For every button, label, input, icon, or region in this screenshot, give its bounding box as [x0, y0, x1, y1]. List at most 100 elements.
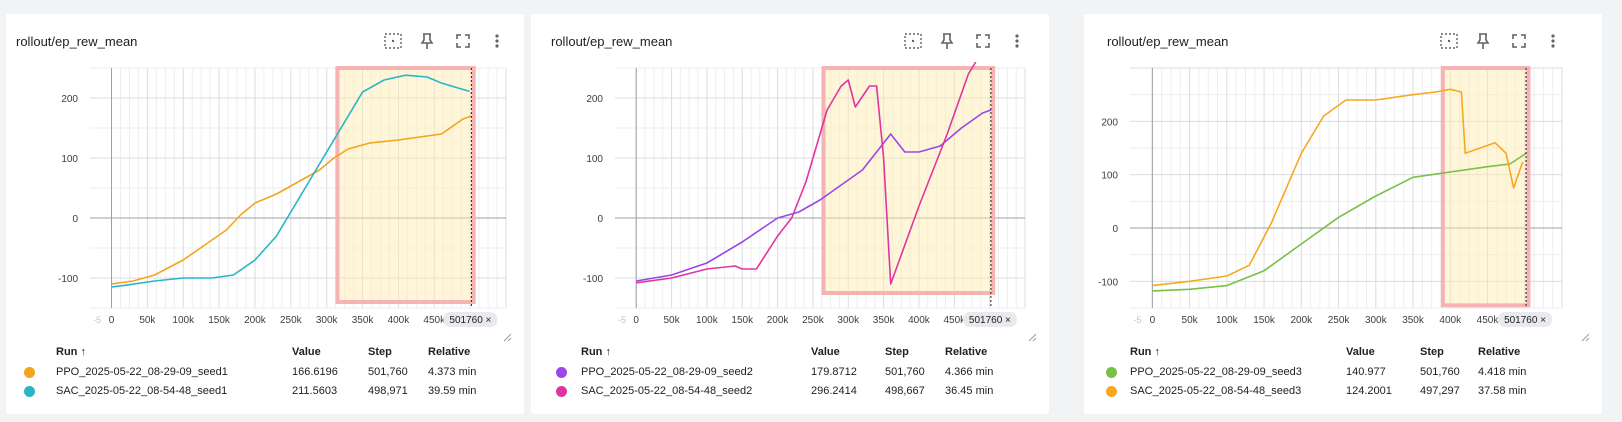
- x-tick-label: 0: [633, 315, 639, 326]
- column-run[interactable]: Run ↑: [56, 346, 86, 358]
- y-tick-label: 200: [61, 94, 78, 105]
- run-name: PPO_2025-05-22_08-29-09_seed3: [1130, 366, 1302, 378]
- series-line: [111, 115, 472, 285]
- resize-handle-icon[interactable]: [1027, 332, 1037, 342]
- run-step: 501,760: [885, 366, 925, 378]
- more-options-icon[interactable]: [486, 30, 508, 52]
- table-row[interactable]: SAC_2025-05-22_08-54-48_seed2 296.2414 4…: [531, 385, 1049, 403]
- column-value[interactable]: Value: [811, 346, 840, 358]
- run-color-dot: [1106, 367, 1117, 378]
- table-row[interactable]: PPO_2025-05-22_08-29-09_seed1 166.6196 5…: [6, 366, 524, 384]
- more-options-icon[interactable]: [1006, 30, 1028, 52]
- data-selection-icon[interactable]: [1438, 30, 1460, 52]
- column-step[interactable]: Step: [885, 346, 909, 358]
- run-value: 296.2414: [811, 385, 857, 397]
- run-color-dot: [24, 386, 35, 397]
- column-relative[interactable]: Relative: [428, 346, 471, 358]
- column-relative[interactable]: Relative: [1478, 346, 1521, 358]
- series-line: [636, 109, 992, 282]
- x-tick-label: 350k: [873, 315, 896, 326]
- table-row[interactable]: SAC_2025-05-22_08-54-48_seed1 211.5603 4…: [6, 385, 524, 403]
- y-tick-label: 0: [72, 214, 78, 225]
- x-tick-label: 400k: [388, 315, 411, 326]
- y-tick-label: -100: [1098, 277, 1118, 288]
- line-chart: -100 0 100 200 -5 0 50k 100k 150k 200k 250k 300k 350…: [1098, 66, 1563, 327]
- run-color-dot: [24, 367, 35, 378]
- cursor-chip-label: 501760 ×: [1504, 315, 1546, 326]
- card-title: rollout/ep_rew_mean: [551, 34, 673, 49]
- run-value: 124.2001: [1346, 385, 1392, 397]
- x-tick-label: 300k: [837, 315, 860, 326]
- x-tick-label: 450k: [1477, 315, 1500, 326]
- column-value[interactable]: Value: [292, 346, 321, 358]
- y-tick-label: -100: [583, 274, 603, 285]
- y-tick-label: 100: [586, 154, 603, 165]
- y-tick-label: -100: [58, 274, 78, 285]
- series-line: [111, 74, 470, 288]
- data-selection-icon[interactable]: [382, 30, 404, 52]
- x-tick-label: 300k: [1365, 315, 1388, 326]
- more-options-icon[interactable]: [1542, 30, 1564, 52]
- run-relative: 4.366 min: [945, 366, 994, 378]
- run-value: 166.6196: [292, 366, 338, 378]
- pin-icon[interactable]: [416, 30, 438, 52]
- x-tick-label: 400k: [908, 315, 931, 326]
- table-header: Run ↑ Value Step Relative: [1084, 346, 1602, 364]
- run-value: 211.5603: [292, 385, 338, 397]
- data-selection-icon[interactable]: [902, 30, 924, 52]
- run-color-dot: [1106, 386, 1117, 397]
- cursor-chip: [1498, 312, 1553, 327]
- fullscreen-icon[interactable]: [972, 30, 994, 52]
- fullscreen-icon[interactable]: [452, 30, 474, 52]
- cursor-chip: [962, 312, 1017, 327]
- fullscreen-icon[interactable]: [1508, 30, 1530, 52]
- run-color-dot: [556, 386, 567, 397]
- column-relative[interactable]: Relative: [945, 346, 988, 358]
- x-tick-label: 100k: [1216, 315, 1239, 326]
- run-step: 501,760: [368, 366, 408, 378]
- table-row[interactable]: SAC_2025-05-22_08-54-48_seed3 124.2001 4…: [1084, 385, 1602, 403]
- run-name: SAC_2025-05-22_08-54-48_seed3: [1130, 385, 1302, 397]
- column-step[interactable]: Step: [1420, 346, 1444, 358]
- x-tick-label: 300k: [316, 315, 339, 326]
- chart-card-3: rollout/ep_rew_mean -100 0 100 200 -5 0 50k 100…: [1084, 14, 1602, 414]
- x-tick-label: 100k: [172, 315, 195, 326]
- x-tick-label: 0: [109, 315, 115, 326]
- run-relative: 4.373 min: [428, 366, 477, 378]
- resize-handle-icon[interactable]: [1580, 332, 1590, 342]
- run-relative: 39.59 min: [428, 385, 477, 397]
- x-tick-label: 250k: [802, 315, 825, 326]
- resize-handle-icon[interactable]: [502, 332, 512, 342]
- run-name: PPO_2025-05-22_08-29-09_seed2: [581, 366, 753, 378]
- run-step: 498,667: [885, 385, 925, 397]
- table-row[interactable]: PPO_2025-05-22_08-29-09_seed2 179.8712 5…: [531, 366, 1049, 384]
- series-line: [636, 62, 977, 285]
- line-chart: -100 0 100 200 -5 0 50k 100k 150k 200k 250k 300k 350…: [58, 66, 507, 327]
- x-tick-label: 450k: [423, 315, 446, 326]
- x-tick-label: 100k: [696, 315, 719, 326]
- y-tick-label: 0: [1112, 224, 1118, 235]
- x-tick-label: 50k: [139, 315, 156, 326]
- run-step: 501,760: [1420, 366, 1460, 378]
- x-tick-label: 400k: [1439, 315, 1462, 326]
- x-tick-label: 150k: [208, 315, 231, 326]
- x-tick-label: 0: [1150, 315, 1156, 326]
- y-tick-label: 0: [597, 214, 603, 225]
- y-tick-label: 100: [1101, 171, 1118, 182]
- cursor-chip-label: 501760 ×: [449, 315, 491, 326]
- card-title: rollout/ep_rew_mean: [1107, 34, 1229, 49]
- highlight-region: [821, 66, 996, 295]
- pin-icon[interactable]: [936, 30, 958, 52]
- column-value[interactable]: Value: [1346, 346, 1375, 358]
- table-row[interactable]: PPO_2025-05-22_08-29-09_seed3 140.977 50…: [1084, 366, 1602, 384]
- highlight-region: [335, 66, 476, 304]
- column-run[interactable]: Run ↑: [581, 346, 611, 358]
- x-tick-label: 250k: [1328, 315, 1351, 326]
- pin-icon[interactable]: [1472, 30, 1494, 52]
- x-tick-label: 50k: [1182, 315, 1199, 326]
- column-run[interactable]: Run ↑: [1130, 346, 1160, 358]
- column-step[interactable]: Step: [368, 346, 392, 358]
- x-tick-label: 200k: [1290, 315, 1313, 326]
- x-tick-label: -5: [618, 315, 626, 325]
- y-tick-label: 200: [586, 94, 603, 105]
